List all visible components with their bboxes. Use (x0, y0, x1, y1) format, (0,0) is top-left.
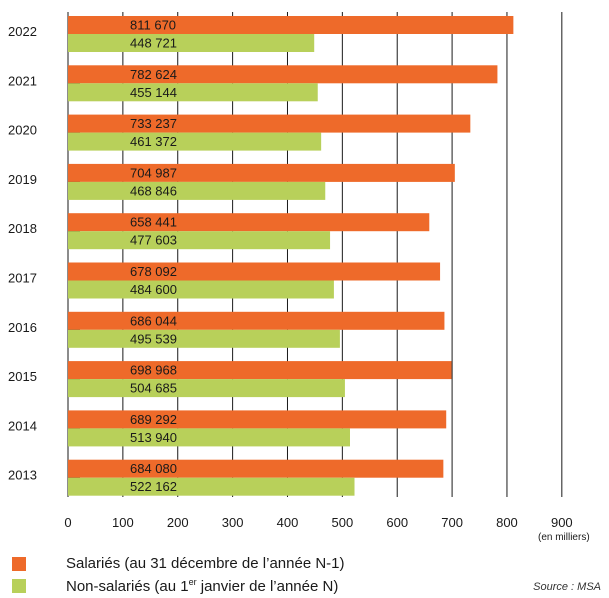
bar-salaries-2013 (68, 459, 444, 478)
x-tick-label-600: 600 (386, 515, 408, 530)
data-label-salaries-2014: 689 292 (130, 412, 177, 427)
legend-item-salaries: Salariés (au 31 décembre de l’année N-1) (12, 555, 345, 572)
bar-salaries-2017 (68, 262, 441, 281)
bar-salaries-2015 (68, 361, 452, 380)
bar-non-salaries-2017 (68, 280, 334, 299)
data-label-non-salaries-2020: 461 372 (130, 134, 177, 149)
bar-salaries-2020 (68, 114, 471, 133)
y-category-label-2019: 2019 (8, 172, 37, 187)
data-label-non-salaries-2019: 468 846 (130, 183, 177, 198)
data-label-non-salaries-2022: 448 721 (130, 36, 177, 51)
bar-non-salaries-2020 (68, 132, 322, 151)
x-tick-label-100: 100 (112, 515, 134, 530)
y-category-label-2021: 2021 (8, 73, 37, 88)
data-label-salaries-2015: 698 968 (130, 363, 177, 378)
data-label-non-salaries-2015: 504 685 (130, 381, 177, 396)
data-label-non-salaries-2018: 477 603 (130, 233, 177, 248)
data-label-salaries-2016: 686 044 (130, 313, 177, 328)
bar-salaries-2021 (68, 65, 498, 84)
bar-non-salaries-2021 (68, 83, 318, 102)
data-label-non-salaries-2013: 522 162 (130, 479, 177, 494)
y-category-label-2017: 2017 (8, 271, 37, 286)
bar-non-salaries-2015 (68, 379, 345, 398)
data-label-salaries-2020: 733 237 (130, 116, 177, 131)
y-category-label-2014: 2014 (8, 418, 37, 433)
data-label-non-salaries-2014: 513 940 (130, 430, 177, 445)
data-label-non-salaries-2021: 455 144 (130, 85, 177, 100)
data-label-salaries-2018: 658 441 (130, 215, 177, 230)
bar-non-salaries-2018 (68, 231, 331, 250)
bar-salaries-2018 (68, 213, 430, 232)
y-category-label-2022: 2022 (8, 24, 37, 39)
y-category-label-2015: 2015 (8, 369, 37, 384)
legend-item-non-salaries: Non-salariés (au 1er janvier de l’année … (12, 577, 338, 595)
y-category-label-2013: 2013 (8, 468, 37, 483)
bar-salaries-2019 (68, 163, 455, 182)
x-tick-label-500: 500 (331, 515, 353, 530)
bar-chart: 0 100 200 300 400 500 600 700 800 900 (en milliers… (8, 12, 590, 543)
legend-swatch-non-salaries (12, 579, 26, 593)
bar-non-salaries-2013 (68, 477, 355, 496)
bar-salaries-2022 (68, 16, 514, 34)
bar-non-salaries-2016 (68, 329, 340, 348)
x-tick-label-800: 800 (496, 515, 518, 530)
source-note: Source : MSA (533, 581, 601, 593)
legend-label-salaries: Salariés (au 31 décembre de l’année N-1) (66, 555, 345, 572)
y-category-label-2020: 2020 (8, 123, 37, 138)
data-label-non-salaries-2016: 495 539 (130, 331, 177, 346)
data-label-salaries-2021: 782 624 (130, 67, 177, 82)
x-tick-label-0: 0 (64, 515, 71, 530)
x-tick-label-900: 900 (551, 515, 573, 530)
bar-salaries-2014 (68, 410, 447, 429)
bar-salaries-2016 (68, 311, 445, 330)
data-label-salaries-2022: 811 670 (130, 18, 176, 33)
bar-non-salaries-2019 (68, 181, 326, 200)
bar-non-salaries-2022 (68, 34, 315, 52)
data-label-salaries-2013: 684 080 (130, 461, 177, 476)
data-label-non-salaries-2017: 484 600 (130, 282, 177, 297)
y-category-label-2016: 2016 (8, 320, 37, 335)
x-axis-unit-label: (en milliers) (538, 532, 590, 543)
data-label-salaries-2017: 678 092 (130, 264, 177, 279)
y-category-label-2018: 2018 (8, 221, 37, 236)
legend-label-non-salaries: Non-salariés (au 1er janvier de l’année … (66, 577, 339, 595)
x-tick-label-700: 700 (441, 515, 463, 530)
data-label-salaries-2019: 704 987 (130, 165, 177, 180)
bar-non-salaries-2014 (68, 428, 350, 447)
x-tick-label-400: 400 (277, 515, 299, 530)
legend-swatch-salaries (12, 556, 26, 571)
x-tick-label-300: 300 (222, 515, 244, 530)
x-tick-label-200: 200 (167, 515, 189, 530)
